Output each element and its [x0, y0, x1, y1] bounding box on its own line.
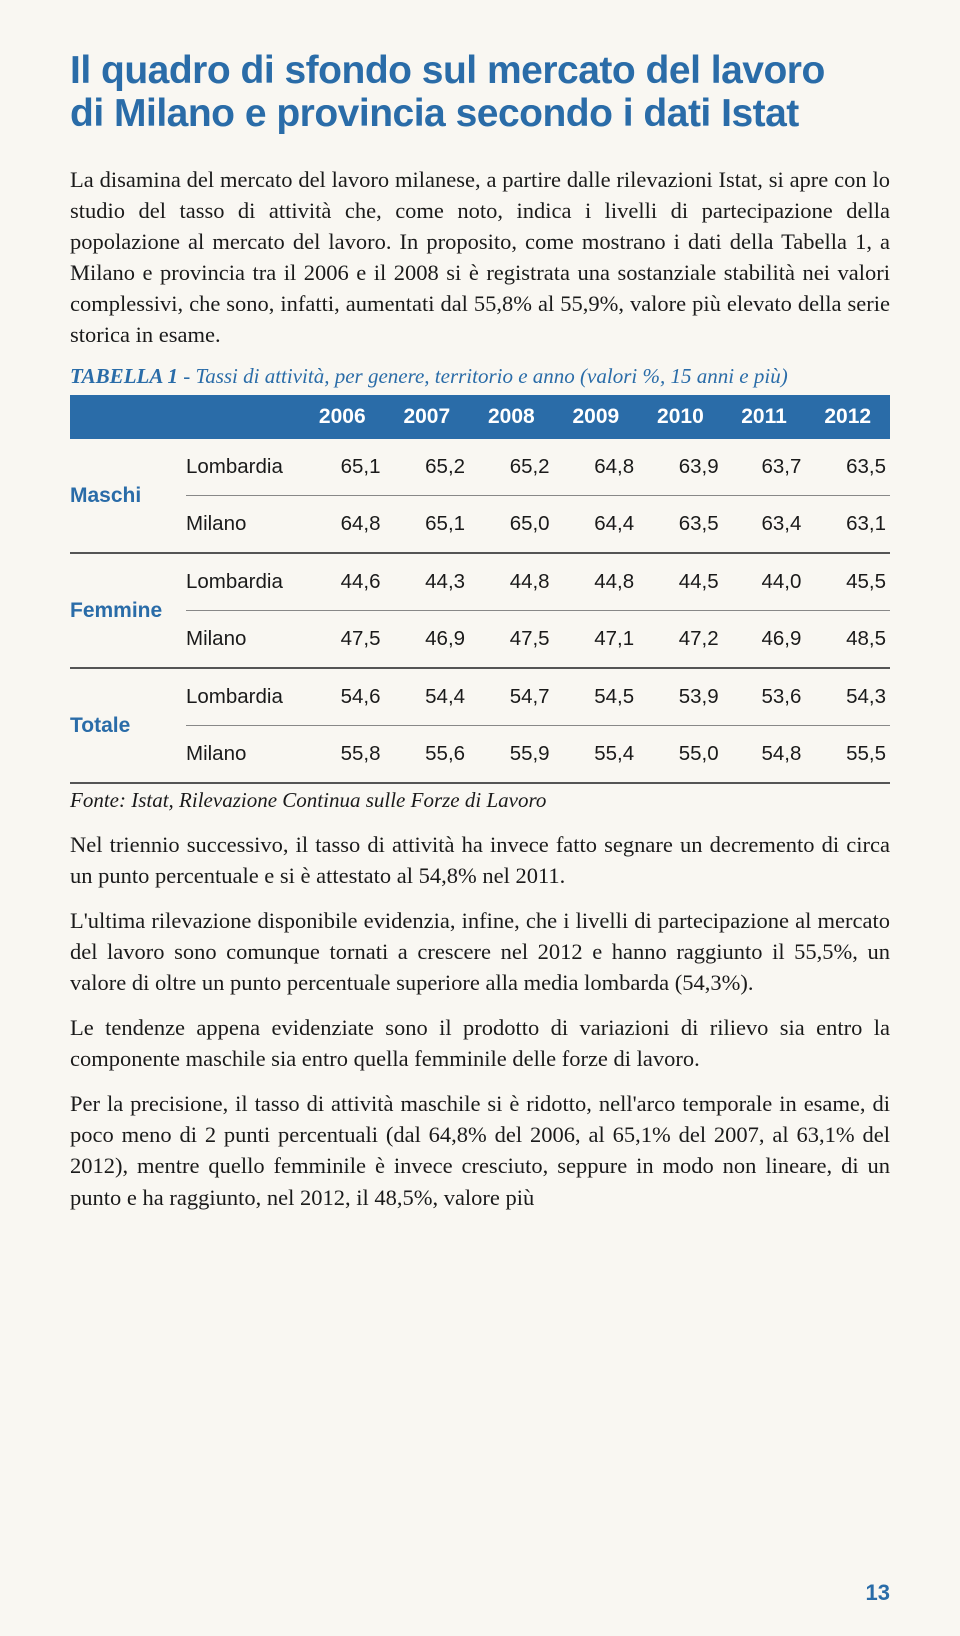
table-caption: TABELLA 1 - Tassi di attività, per gener… [70, 364, 890, 389]
table-row: Milano47,546,947,547,147,246,948,5 [70, 611, 890, 669]
table-cell: 55,4 [554, 726, 639, 784]
paragraph-5: Per la precisione, il tasso di attività … [70, 1088, 890, 1212]
table-cell: 55,0 [638, 726, 723, 784]
table-cell: 54,4 [385, 668, 470, 726]
table-header-year: 2011 [723, 395, 806, 439]
paragraph-3: L'ultima rilevazione disponibile evidenz… [70, 905, 890, 998]
table-body: MaschiLombardia65,165,265,264,863,963,76… [70, 439, 890, 783]
table-header-year: 2010 [638, 395, 723, 439]
table-cell: 65,2 [469, 439, 554, 496]
table-cell: 44,3 [385, 553, 470, 611]
page-title: Il quadro di sfondo sul mercato del lavo… [70, 50, 890, 136]
table-cell: 54,6 [300, 668, 385, 726]
table-cell: 48,5 [805, 611, 890, 669]
table-cell: 44,5 [638, 553, 723, 611]
table-cell: 63,7 [723, 439, 806, 496]
table-cell: 44,6 [300, 553, 385, 611]
table-group-label: Maschi [70, 439, 186, 553]
table-region-label: Milano [186, 496, 300, 554]
table-cell: 53,6 [723, 668, 806, 726]
table-header-year: 2009 [554, 395, 639, 439]
table-group-label: Totale [70, 668, 186, 783]
table-cell: 46,9 [723, 611, 806, 669]
table-cell: 55,6 [385, 726, 470, 784]
table-cell: 54,8 [723, 726, 806, 784]
table-cell: 55,5 [805, 726, 890, 784]
page-number: 13 [866, 1580, 890, 1606]
table-cell: 47,1 [554, 611, 639, 669]
table-region-label: Lombardia [186, 668, 300, 726]
table-row: FemmineLombardia44,644,344,844,844,544,0… [70, 553, 890, 611]
table-cell: 47,5 [469, 611, 554, 669]
table-header-row: 2006200720082009201020112012 [70, 395, 890, 439]
table-cell: 63,5 [638, 496, 723, 554]
table-header-year: 2012 [805, 395, 890, 439]
table-header-year: 2006 [300, 395, 385, 439]
title-line-2: di Milano e provincia secondo i dati Ist… [70, 92, 799, 135]
table-cell: 55,8 [300, 726, 385, 784]
table-row: TotaleLombardia54,654,454,754,553,953,65… [70, 668, 890, 726]
table-region-label: Milano [186, 611, 300, 669]
table-cell: 54,3 [805, 668, 890, 726]
table-row: MaschiLombardia65,165,265,264,863,963,76… [70, 439, 890, 496]
table-header-blank [70, 395, 300, 439]
table-cell: 65,1 [300, 439, 385, 496]
table-cell: 65,0 [469, 496, 554, 554]
table-cell: 44,0 [723, 553, 806, 611]
table-header-year: 2008 [469, 395, 554, 439]
table-cell: 44,8 [554, 553, 639, 611]
data-table: 2006200720082009201020112012 MaschiLomba… [70, 395, 890, 784]
table-source: Fonte: Istat, Rilevazione Continua sulle… [70, 788, 890, 813]
table-region-label: Lombardia [186, 553, 300, 611]
table-row: Milano55,855,655,955,455,054,855,5 [70, 726, 890, 784]
paragraph-1: La disamina del mercato del lavoro milan… [70, 164, 890, 350]
paragraph-2: Nel triennio successivo, il tasso di att… [70, 829, 890, 891]
table-cell: 47,5 [300, 611, 385, 669]
table-caption-label: TABELLA 1 [70, 364, 178, 388]
table-region-label: Milano [186, 726, 300, 784]
table-cell: 64,4 [554, 496, 639, 554]
table-cell: 64,8 [554, 439, 639, 496]
table-cell: 63,1 [805, 496, 890, 554]
table-cell: 54,5 [554, 668, 639, 726]
paragraph-4: Le tendenze appena evidenziate sono il p… [70, 1012, 890, 1074]
table-cell: 65,2 [385, 439, 470, 496]
table-caption-rest: - Tassi di attività, per genere, territo… [178, 364, 788, 388]
table-cell: 46,9 [385, 611, 470, 669]
table-cell: 45,5 [805, 553, 890, 611]
table-cell: 47,2 [638, 611, 723, 669]
table-cell: 63,9 [638, 439, 723, 496]
table-region-label: Lombardia [186, 439, 300, 496]
table-cell: 63,4 [723, 496, 806, 554]
table-cell: 44,8 [469, 553, 554, 611]
table-cell: 65,1 [385, 496, 470, 554]
table-cell: 53,9 [638, 668, 723, 726]
table-row: Milano64,865,165,064,463,563,463,1 [70, 496, 890, 554]
title-line-1: Il quadro di sfondo sul mercato del lavo… [70, 49, 825, 92]
table-cell: 55,9 [469, 726, 554, 784]
table-header-year: 2007 [385, 395, 470, 439]
table-cell: 63,5 [805, 439, 890, 496]
table-cell: 64,8 [300, 496, 385, 554]
table-group-label: Femmine [70, 553, 186, 668]
table-cell: 54,7 [469, 668, 554, 726]
